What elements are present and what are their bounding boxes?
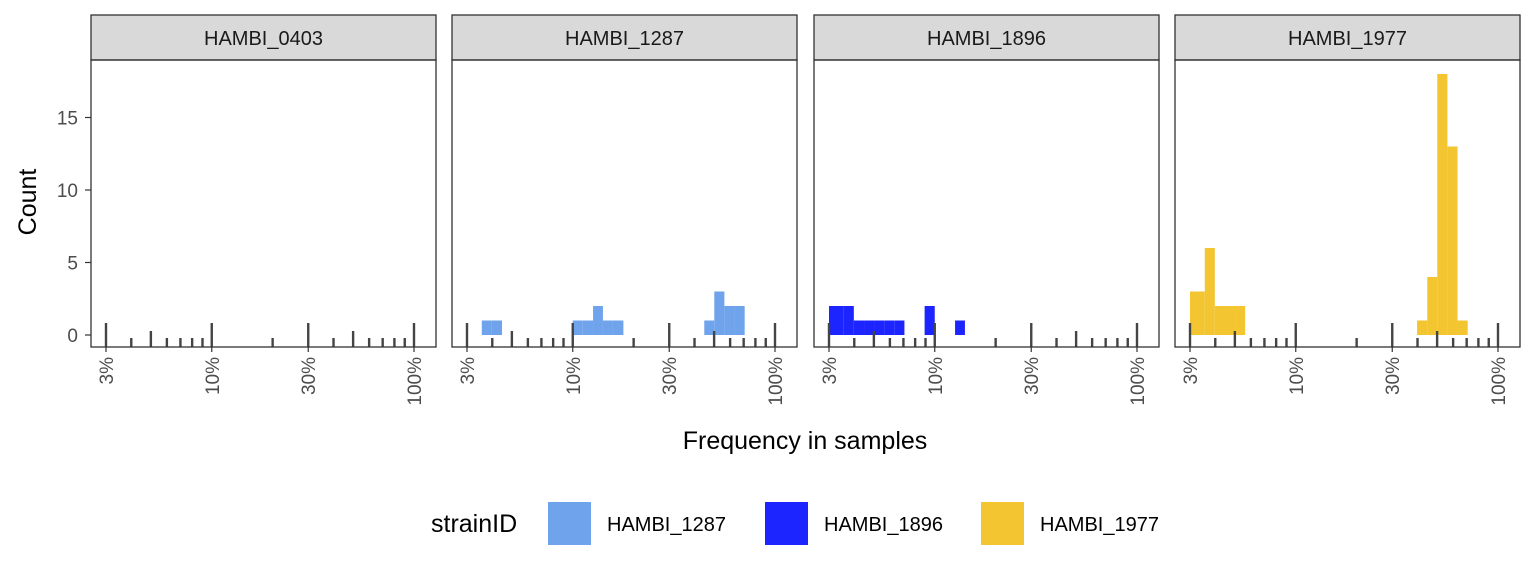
x-tick-label: 10% <box>564 357 585 395</box>
panel-border <box>90 59 437 348</box>
x-tick-label: 30% <box>1022 357 1043 395</box>
x-tick-label: 10% <box>1287 357 1308 395</box>
histogram-bar <box>1190 291 1205 335</box>
histogram-bar <box>1417 320 1428 335</box>
facet-strip-label: HAMBI_1896 <box>927 28 1046 50</box>
legend-label: HAMBI_1977 <box>1040 514 1159 536</box>
y-tick-label: 5 <box>67 254 78 275</box>
facet-panel: HAMBI_1287 3% 10% 30% 100% <box>451 14 798 406</box>
legend-item: HAMBI_1977 <box>981 502 1159 545</box>
histogram-bar <box>481 320 492 335</box>
facet-strip-label: HAMBI_1287 <box>565 28 684 50</box>
legend-label: HAMBI_1896 <box>824 514 943 536</box>
facet-strip <box>90 14 437 61</box>
histogram-bar <box>884 320 895 335</box>
histogram-bar <box>612 320 624 335</box>
legend-item: HAMBI_1896 <box>765 502 943 545</box>
facet-strip <box>1174 14 1521 61</box>
y-tick-label: 10 <box>57 181 78 202</box>
panel-border <box>1174 59 1521 348</box>
x-tick-label: 100% <box>1128 357 1149 406</box>
histogram-bar <box>704 320 715 335</box>
x-tick-label: 30% <box>660 357 681 395</box>
histogram-bar <box>1457 320 1468 335</box>
facet-panel: HAMBI_1896 3% 10% 30% 100% <box>813 14 1160 406</box>
legend-label: HAMBI_1287 <box>607 514 726 536</box>
facet-panel: HAMBI_0403 3% 10% 30% 100% <box>90 14 437 406</box>
y-axis-title: Count <box>14 169 42 236</box>
x-tick-label: 100% <box>1489 357 1510 406</box>
legend: strainID HAMBI_1287 HAMBI_1896 HAMBI_1977 <box>431 502 1159 545</box>
x-tick-label: 30% <box>1383 357 1404 395</box>
facet-strip <box>813 14 1160 61</box>
histogram-bar <box>1235 306 1246 335</box>
histogram-bar <box>1437 74 1448 335</box>
x-tick-label: 10% <box>926 357 947 395</box>
legend-key <box>765 502 808 545</box>
facet-panel: HAMBI_1977 3% 10% 30% 100% <box>1174 14 1521 406</box>
facet-strip-label: HAMBI_1977 <box>1288 28 1407 50</box>
legend-key <box>981 502 1024 545</box>
histogram-bar <box>843 306 854 335</box>
histogram-bar <box>593 306 603 335</box>
legend-key <box>548 502 591 545</box>
histogram-bar <box>874 320 885 335</box>
y-axis: 0 5 10 15 <box>57 109 91 347</box>
histogram-bar <box>1427 277 1438 335</box>
x-tick-label: 10% <box>203 357 224 395</box>
x-tick-label: 3% <box>820 357 841 385</box>
histogram-bar <box>714 291 725 335</box>
x-tick-label: 3% <box>97 357 118 385</box>
y-tick-label: 0 <box>67 326 78 347</box>
histogram-bar <box>1214 306 1226 335</box>
histogram-bar <box>1204 248 1215 335</box>
y-tick-label: 15 <box>57 109 78 130</box>
legend-title: strainID <box>431 510 517 538</box>
facet-strip <box>451 14 798 61</box>
histogram-bar <box>724 306 735 335</box>
panel-border <box>451 59 798 348</box>
histogram-bar <box>734 306 745 335</box>
facet-panels: HAMBI_0403 3% 10% 30% 100% HAMBI_1287 3% 10% 30%… <box>90 14 1521 406</box>
x-tick-label: 3% <box>458 357 479 385</box>
histogram-bar <box>572 320 583 335</box>
histogram-bar <box>864 320 875 335</box>
histogram-bar <box>924 306 935 335</box>
histogram-bar <box>853 320 865 335</box>
histogram-bar <box>1447 146 1458 335</box>
histogram-bar <box>582 320 594 335</box>
histogram-bar <box>1225 306 1236 335</box>
histogram-bar <box>955 320 965 335</box>
histogram-bar <box>491 320 503 335</box>
x-axis-title: Frequency in samples <box>683 427 928 455</box>
x-tick-label: 30% <box>299 357 320 395</box>
histogram-bar <box>894 320 905 335</box>
legend-item: HAMBI_1287 <box>548 502 726 545</box>
x-tick-label: 100% <box>766 357 787 406</box>
facet-strip-label: HAMBI_0403 <box>204 28 323 50</box>
x-tick-label: 100% <box>405 357 426 406</box>
histogram-bar <box>602 320 613 335</box>
x-tick-label: 3% <box>1181 357 1202 385</box>
panel-border <box>813 59 1160 348</box>
histogram-bar <box>829 306 844 335</box>
